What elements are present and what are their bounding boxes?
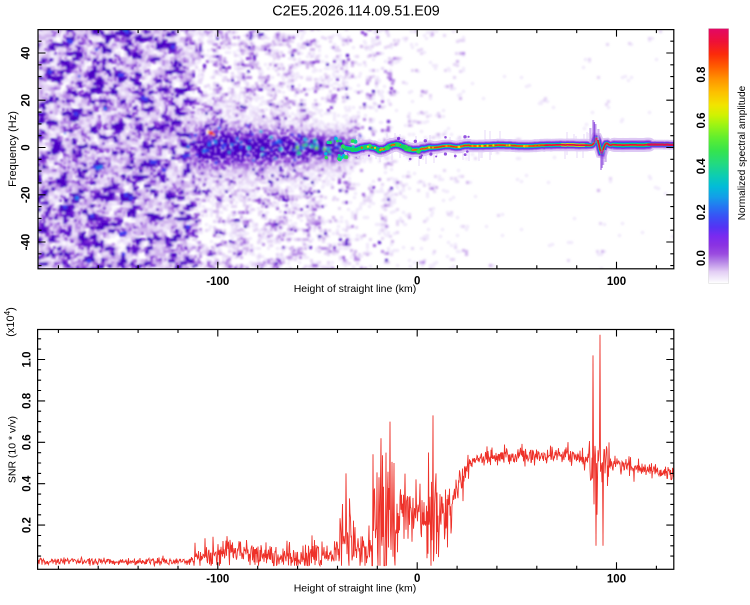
- svg-text:0.6: 0.6: [696, 113, 708, 129]
- svg-text:(x104): (x104): [3, 307, 17, 337]
- svg-text:0: 0: [21, 144, 33, 150]
- svg-text:-100: -100: [206, 276, 229, 288]
- svg-text:0: 0: [414, 573, 420, 585]
- svg-text:SNR (10 * v/v): SNR (10 * v/v): [7, 416, 19, 483]
- svg-text:100: 100: [607, 574, 626, 586]
- svg-text:0.8: 0.8: [696, 66, 708, 83]
- svg-text:-40: -40: [21, 234, 33, 251]
- svg-text:100: 100: [607, 276, 626, 288]
- svg-text:0.4: 0.4: [22, 475, 34, 492]
- svg-text:20: 20: [21, 94, 33, 107]
- svg-text:-100: -100: [206, 574, 229, 586]
- svg-text:0.6: 0.6: [22, 434, 34, 450]
- svg-text:Height of straight line (km): Height of straight line (km): [294, 583, 417, 595]
- svg-text:Height of straight line (km): Height of straight line (km): [294, 283, 417, 295]
- svg-text:40: 40: [21, 47, 33, 60]
- svg-text:1.0: 1.0: [22, 352, 34, 368]
- svg-text:C2E5.2026.114.09.51.E09: C2E5.2026.114.09.51.E09: [272, 4, 440, 20]
- svg-text:Frequency (Hz): Frequency (Hz): [7, 111, 19, 187]
- svg-text:-20: -20: [21, 186, 33, 203]
- svg-text:0.2: 0.2: [696, 204, 708, 220]
- svg-text:0.4: 0.4: [696, 158, 708, 175]
- svg-text:0.8: 0.8: [22, 392, 34, 409]
- svg-text:0.0: 0.0: [696, 250, 708, 266]
- svg-text:0: 0: [414, 276, 420, 288]
- svg-text:0.2: 0.2: [22, 517, 34, 533]
- svg-text:Normalized spectral amplitude: Normalized spectral amplitude: [737, 85, 748, 220]
